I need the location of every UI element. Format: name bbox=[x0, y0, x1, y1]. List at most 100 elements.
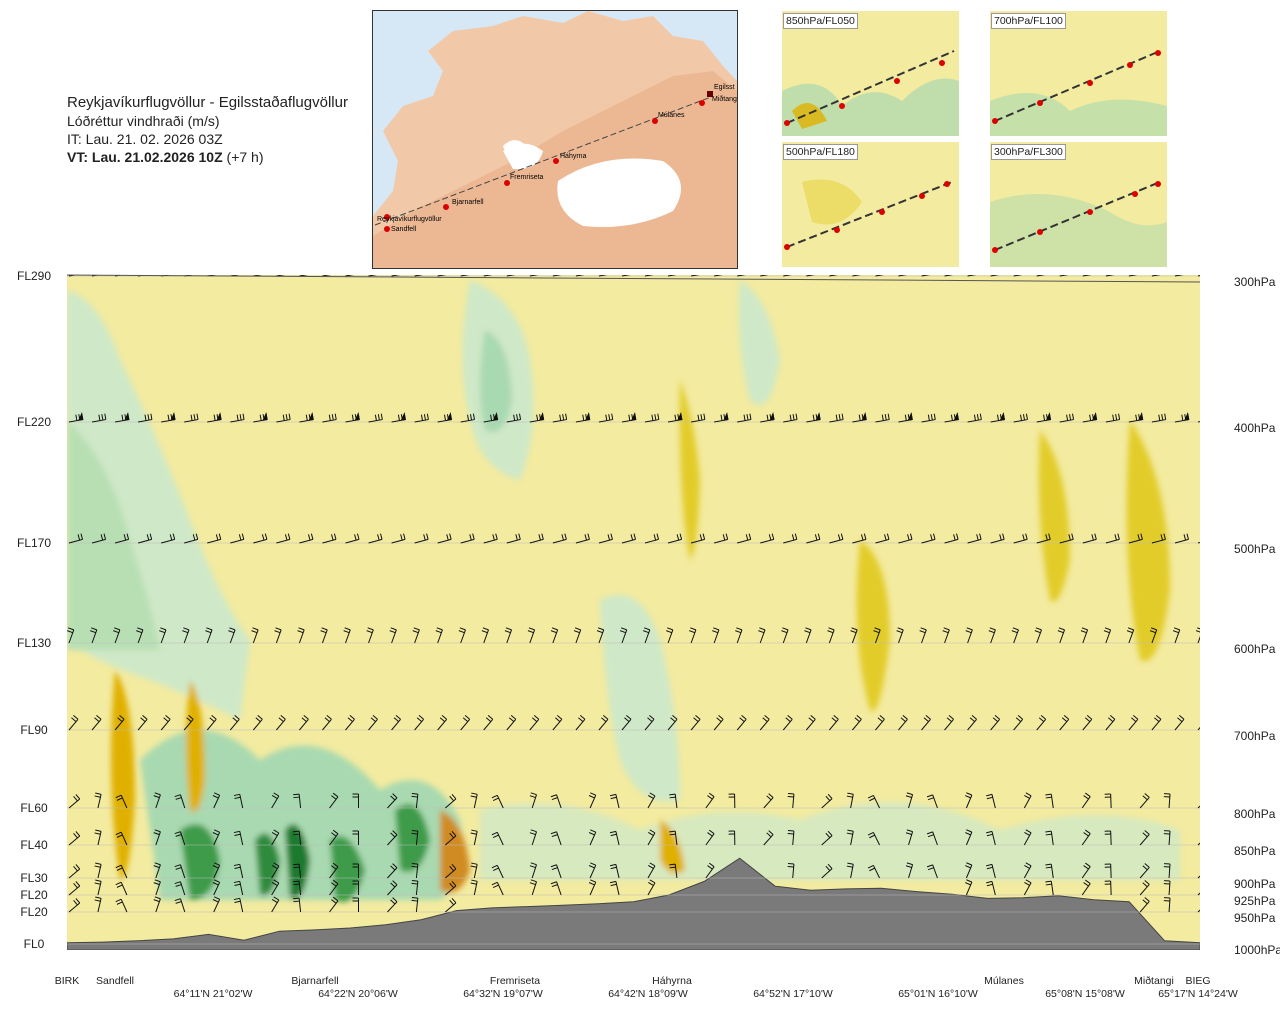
map-label-bjarnarfell: Bjarnarfell bbox=[452, 199, 484, 206]
wind-barb bbox=[991, 268, 1005, 276]
wind-barb bbox=[576, 268, 590, 276]
flight-level-axis: FL290FL220FL170FL130FL90FL60FL40FL30FL20… bbox=[17, 269, 51, 951]
wind-barb bbox=[1060, 268, 1074, 276]
location-label: Sandfell bbox=[96, 975, 134, 987]
thumb-850-svg bbox=[782, 11, 959, 136]
wind-barb bbox=[968, 268, 982, 276]
wind-barb bbox=[1106, 268, 1120, 276]
wind-barb bbox=[645, 268, 659, 276]
wind-barb bbox=[438, 268, 452, 276]
wind-barb bbox=[599, 268, 613, 276]
wind-barb bbox=[1198, 534, 1212, 543]
waypoint-bjarnarfell bbox=[443, 204, 449, 210]
map-label-reykjavik: Reykjavíkurflugvöllur bbox=[377, 216, 442, 223]
thumb-700-label: 700hPa/FL100 bbox=[991, 13, 1066, 29]
wind-barb bbox=[806, 268, 820, 276]
wind-barb bbox=[507, 268, 521, 276]
wind-barb bbox=[829, 268, 843, 276]
map-label-fremriseta: Fremriseta bbox=[510, 174, 544, 181]
pressure-level-label: 950hPa bbox=[1234, 911, 1276, 925]
thumb-700[interactable]: 700hPa/FL100 bbox=[990, 11, 1167, 136]
coordinate-label: 65°01'N 16°10'W bbox=[898, 988, 978, 1000]
wind-barb bbox=[852, 268, 866, 276]
pressure-level-label: 850hPa bbox=[1234, 844, 1276, 858]
thumb-850[interactable]: 850hPa/FL050 bbox=[782, 11, 959, 136]
wind-barb bbox=[1198, 414, 1212, 422]
wind-barb bbox=[253, 268, 267, 276]
flight-level-label: FL220 bbox=[17, 415, 51, 429]
wind-barb bbox=[691, 268, 705, 276]
valid-time-main: VT: Lau. 21.02.2026 10Z bbox=[67, 149, 223, 165]
location-label: BIRK bbox=[55, 975, 80, 987]
wind-barb bbox=[1198, 268, 1212, 276]
flight-level-label: FL20 bbox=[20, 888, 48, 902]
wind-barb bbox=[115, 268, 129, 276]
coordinate-label: 64°52'N 17°10'W bbox=[753, 988, 833, 1000]
cross-section-svg: FL290FL220FL170FL130FL90FL60FL40FL30FL20… bbox=[0, 262, 1280, 1005]
pressure-axis: 300hPa400hPa500hPa600hPa700hPa800hPa850h… bbox=[1234, 275, 1280, 957]
coordinate-label: 64°32'N 19°07'W bbox=[463, 988, 543, 1000]
wind-barb bbox=[714, 268, 728, 276]
wind-barb bbox=[760, 268, 774, 276]
valid-time-offset: (+7 h) bbox=[223, 149, 264, 165]
pressure-level-label: 900hPa bbox=[1234, 877, 1276, 891]
waypoint-sandfell bbox=[384, 226, 390, 232]
location-label: Fremriseta bbox=[490, 975, 540, 987]
wind-barb bbox=[1037, 268, 1051, 276]
issue-time: IT: Lau. 21. 02. 2026 03Z bbox=[67, 130, 348, 148]
location-label: BIEG bbox=[1185, 975, 1210, 987]
wind-barb bbox=[322, 268, 336, 276]
thumb-500-svg bbox=[782, 142, 959, 267]
wind-barb bbox=[138, 268, 152, 276]
flight-level-label: FL130 bbox=[17, 636, 51, 650]
wind-barb bbox=[415, 268, 429, 276]
wind-barb bbox=[276, 268, 290, 276]
wind-barb bbox=[369, 268, 383, 276]
route-map: Reykjavíkurflugvöllur Sandfell Bjarnarfe… bbox=[372, 10, 738, 269]
pressure-level-label: 925hPa bbox=[1234, 894, 1276, 908]
wind-barb bbox=[898, 268, 912, 276]
variable-label: Lóðréttur vindhraði (m/s) bbox=[67, 112, 348, 130]
flight-level-label: FL170 bbox=[17, 536, 51, 550]
wind-barb bbox=[299, 268, 313, 276]
map-label-hahyrna: Háhyrna bbox=[560, 153, 587, 160]
wind-barb bbox=[184, 268, 198, 276]
coordinate-label: 65°17'N 14°24'W bbox=[1158, 988, 1238, 1000]
wind-barb bbox=[783, 268, 797, 276]
map-label-mulanes: Múlanes bbox=[658, 112, 685, 119]
wind-barb bbox=[230, 268, 244, 276]
pressure-level-label: 1000hPa bbox=[1234, 943, 1280, 957]
route-title: Reykjavíkurflugvöllur - Egilsstaðaflugvö… bbox=[67, 94, 348, 112]
wind-barb bbox=[922, 268, 936, 276]
pressure-level-label: 800hPa bbox=[1234, 807, 1276, 821]
wind-barb bbox=[875, 268, 889, 276]
pressure-level-label: 700hPa bbox=[1234, 729, 1276, 743]
thumb-500[interactable]: 500hPa/FL180 bbox=[782, 142, 959, 267]
flight-level-label: FL90 bbox=[20, 723, 48, 737]
wind-barb bbox=[207, 268, 221, 276]
map-label-egilsstadir: Egilsst bbox=[714, 84, 735, 91]
waypoint-midtangi bbox=[699, 100, 705, 106]
pressure-level-label: 300hPa bbox=[1234, 275, 1276, 289]
wind-barb bbox=[1129, 268, 1143, 276]
thumb-300-label: 300hPa/FL300 bbox=[991, 144, 1066, 160]
flight-level-label: FL0 bbox=[24, 937, 45, 951]
thumb-300[interactable]: 300hPa/FL300 bbox=[990, 142, 1167, 267]
flight-level-label: FL30 bbox=[20, 871, 48, 885]
wind-barb bbox=[461, 268, 475, 276]
flight-level-label: FL290 bbox=[17, 269, 51, 283]
waypoint-hahyrna bbox=[553, 158, 559, 164]
coordinate-label: 64°11'N 21°02'W bbox=[174, 988, 253, 1000]
flight-level-label: FL60 bbox=[20, 801, 48, 815]
map-label-midtangi: Miðtangi bbox=[712, 95, 737, 103]
wind-barb bbox=[484, 268, 498, 276]
location-label: Háhyrna bbox=[652, 975, 692, 987]
wind-barb bbox=[737, 268, 751, 276]
wind-barb bbox=[945, 268, 959, 276]
wind-barb bbox=[668, 268, 682, 276]
contour-field bbox=[67, 268, 1212, 950]
map-label-sandfell: Sandfell bbox=[391, 226, 417, 233]
wind-barb bbox=[392, 268, 406, 276]
